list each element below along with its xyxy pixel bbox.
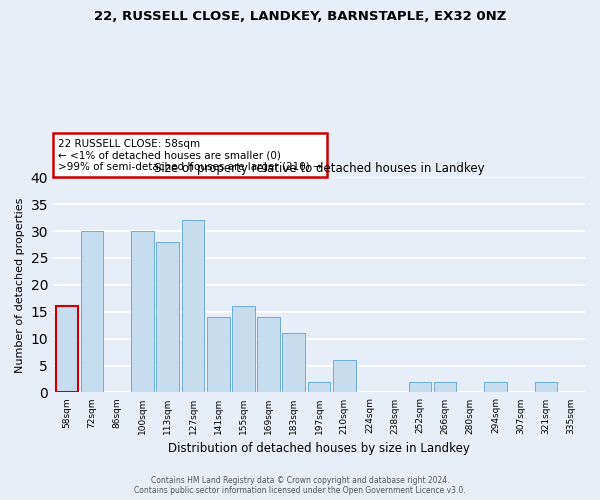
Text: 22 RUSSELL CLOSE: 58sqm
← <1% of detached houses are smaller (0)
>99% of semi-de: 22 RUSSELL CLOSE: 58sqm ← <1% of detache… (58, 138, 322, 172)
Text: Contains HM Land Registry data © Crown copyright and database right 2024.
Contai: Contains HM Land Registry data © Crown c… (134, 476, 466, 495)
Text: 22, RUSSELL CLOSE, LANDKEY, BARNSTAPLE, EX32 0NZ: 22, RUSSELL CLOSE, LANDKEY, BARNSTAPLE, … (94, 10, 506, 23)
Bar (283, 334, 305, 392)
Bar (207, 317, 230, 392)
Bar (308, 382, 331, 392)
Bar (333, 360, 356, 392)
Y-axis label: Number of detached properties: Number of detached properties (15, 197, 25, 372)
Bar (182, 220, 205, 392)
Bar (484, 382, 507, 392)
Bar (257, 317, 280, 392)
X-axis label: Distribution of detached houses by size in Landkey: Distribution of detached houses by size … (168, 442, 470, 455)
Bar (81, 231, 103, 392)
Title: Size of property relative to detached houses in Landkey: Size of property relative to detached ho… (154, 162, 484, 174)
Bar (434, 382, 457, 392)
Bar (56, 306, 78, 392)
Bar (535, 382, 557, 392)
Bar (131, 231, 154, 392)
Bar (409, 382, 431, 392)
Bar (157, 242, 179, 392)
Bar (232, 306, 255, 392)
